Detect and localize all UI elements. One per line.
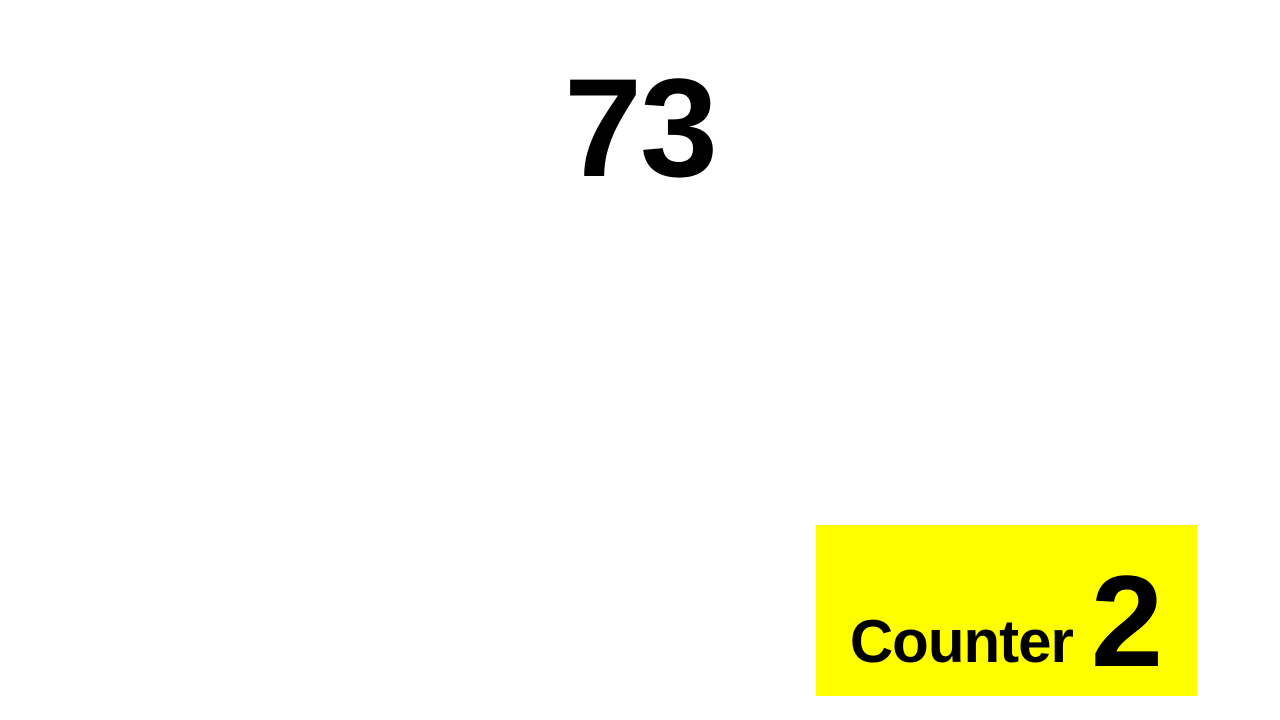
counter-box: Counter 2 bbox=[816, 525, 1197, 696]
current-ticket-number: 73 bbox=[564, 49, 718, 206]
counter-number: 2 bbox=[1090, 547, 1164, 694]
counter-label: Counter bbox=[849, 608, 1074, 675]
